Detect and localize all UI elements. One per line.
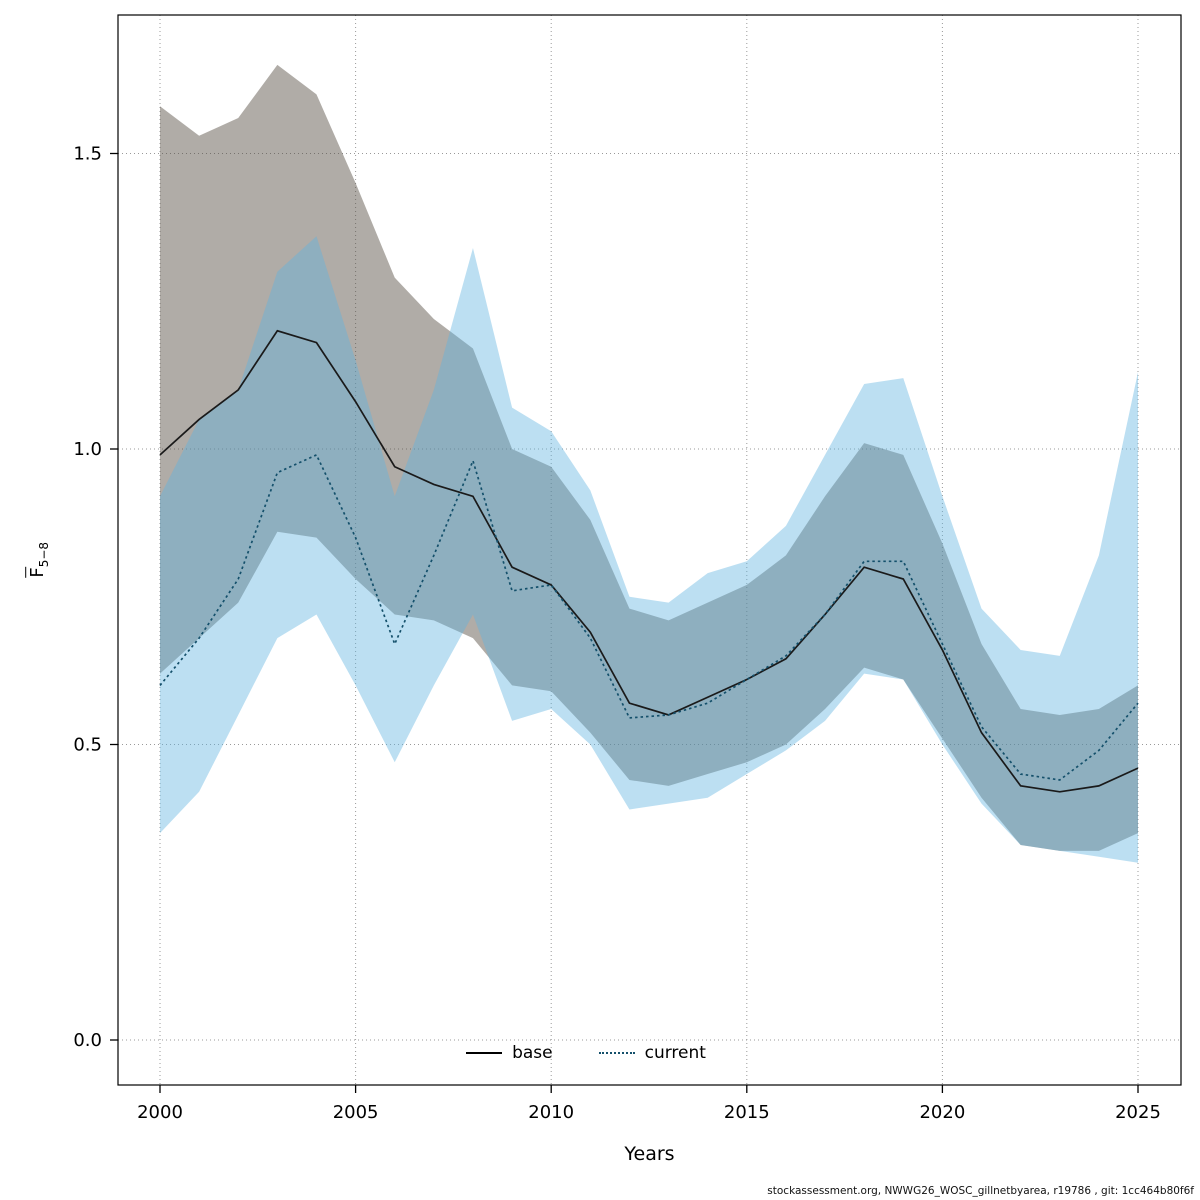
series-line-current [159, 453, 1139, 781]
source-attribution: stockassessment.org, NWWG26_WOSC_gillnet… [767, 1185, 1194, 1197]
y-axis-tick-label: 0.0 [73, 1030, 102, 1051]
legend-label-current: current [644, 1043, 706, 1063]
x-axis-tick-label: 2025 [1115, 1102, 1161, 1123]
x-axis-tick-label: 2000 [137, 1102, 183, 1123]
x-axis-tick-label: 2010 [528, 1102, 574, 1123]
y-axis-label-sub: 5−8 [36, 541, 51, 568]
base-line-sample-icon [466, 1052, 503, 1054]
x-axis-tick-label: 2005 [333, 1102, 379, 1123]
y-axis-tick-label: 0.5 [73, 735, 102, 756]
x-axis-label: Years [624, 1143, 675, 1165]
x-axis-tick-label: 2015 [724, 1102, 770, 1123]
y-axis-tick-label: 1.5 [73, 144, 102, 165]
y-axis-label: F5−8 [25, 515, 51, 605]
current-line-sample-icon [598, 1052, 635, 1054]
legend-item-base: base [466, 1043, 553, 1063]
confidence-band-current [160, 236, 1138, 863]
legend-item-current: current [598, 1043, 706, 1063]
legend: base current [0, 1043, 1172, 1063]
plot-border [117, 14, 1182, 1086]
x-axis-tick-label: 2020 [919, 1102, 965, 1123]
y-axis-label-main: F [25, 567, 49, 578]
series-line-base [159, 329, 1139, 793]
y-axis-tick-label: 1.0 [73, 439, 102, 460]
confidence-band-base [160, 64, 1138, 851]
legend-label-base: base [512, 1043, 553, 1063]
